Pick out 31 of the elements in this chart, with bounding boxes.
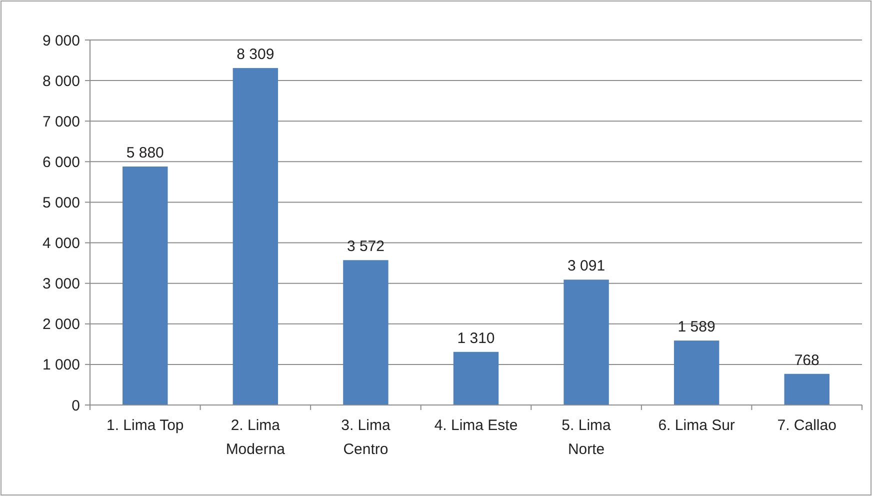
y-tick-label: 5 000 [42, 194, 80, 212]
data-label: 1 310 [457, 330, 495, 347]
y-tick-label: 4 000 [42, 235, 80, 252]
x-tick-label: 5. Lima Norte [562, 417, 612, 458]
x-tick-label: 2. Lima Moderna [226, 417, 286, 458]
x-tick-label: 3. Lima Centro [341, 417, 391, 458]
bar [564, 280, 609, 405]
bar [674, 340, 720, 405]
x-tick-label: 7. Callao [777, 417, 836, 434]
y-tick-label: 9 000 [42, 32, 80, 50]
data-label: 3 572 [346, 238, 384, 256]
bar [784, 374, 830, 405]
data-label: 1 589 [678, 318, 716, 336]
x-tick-label: 1. Lima Top [106, 417, 184, 434]
data-label: 3 091 [568, 258, 606, 275]
y-tick-label: 0 [72, 397, 80, 414]
y-tick-label: 2 000 [42, 316, 80, 334]
y-tick-label: 8 000 [42, 72, 80, 90]
bar [453, 352, 499, 405]
y-tick-label: 7 000 [42, 113, 80, 130]
y-tick-label: 1 000 [42, 356, 80, 374]
data-label: 8 309 [236, 46, 274, 64]
bar [343, 260, 388, 405]
x-tick-label: 4. Lima Este [434, 417, 518, 434]
y-tick-label: 3 000 [42, 276, 80, 293]
bar [122, 166, 168, 405]
data-label: 5 880 [126, 144, 164, 162]
bar [232, 68, 278, 405]
data-label: 768 [794, 352, 820, 369]
x-tick-label: 6. Lima Sur [658, 417, 735, 434]
y-tick-label: 6 000 [42, 154, 80, 171]
